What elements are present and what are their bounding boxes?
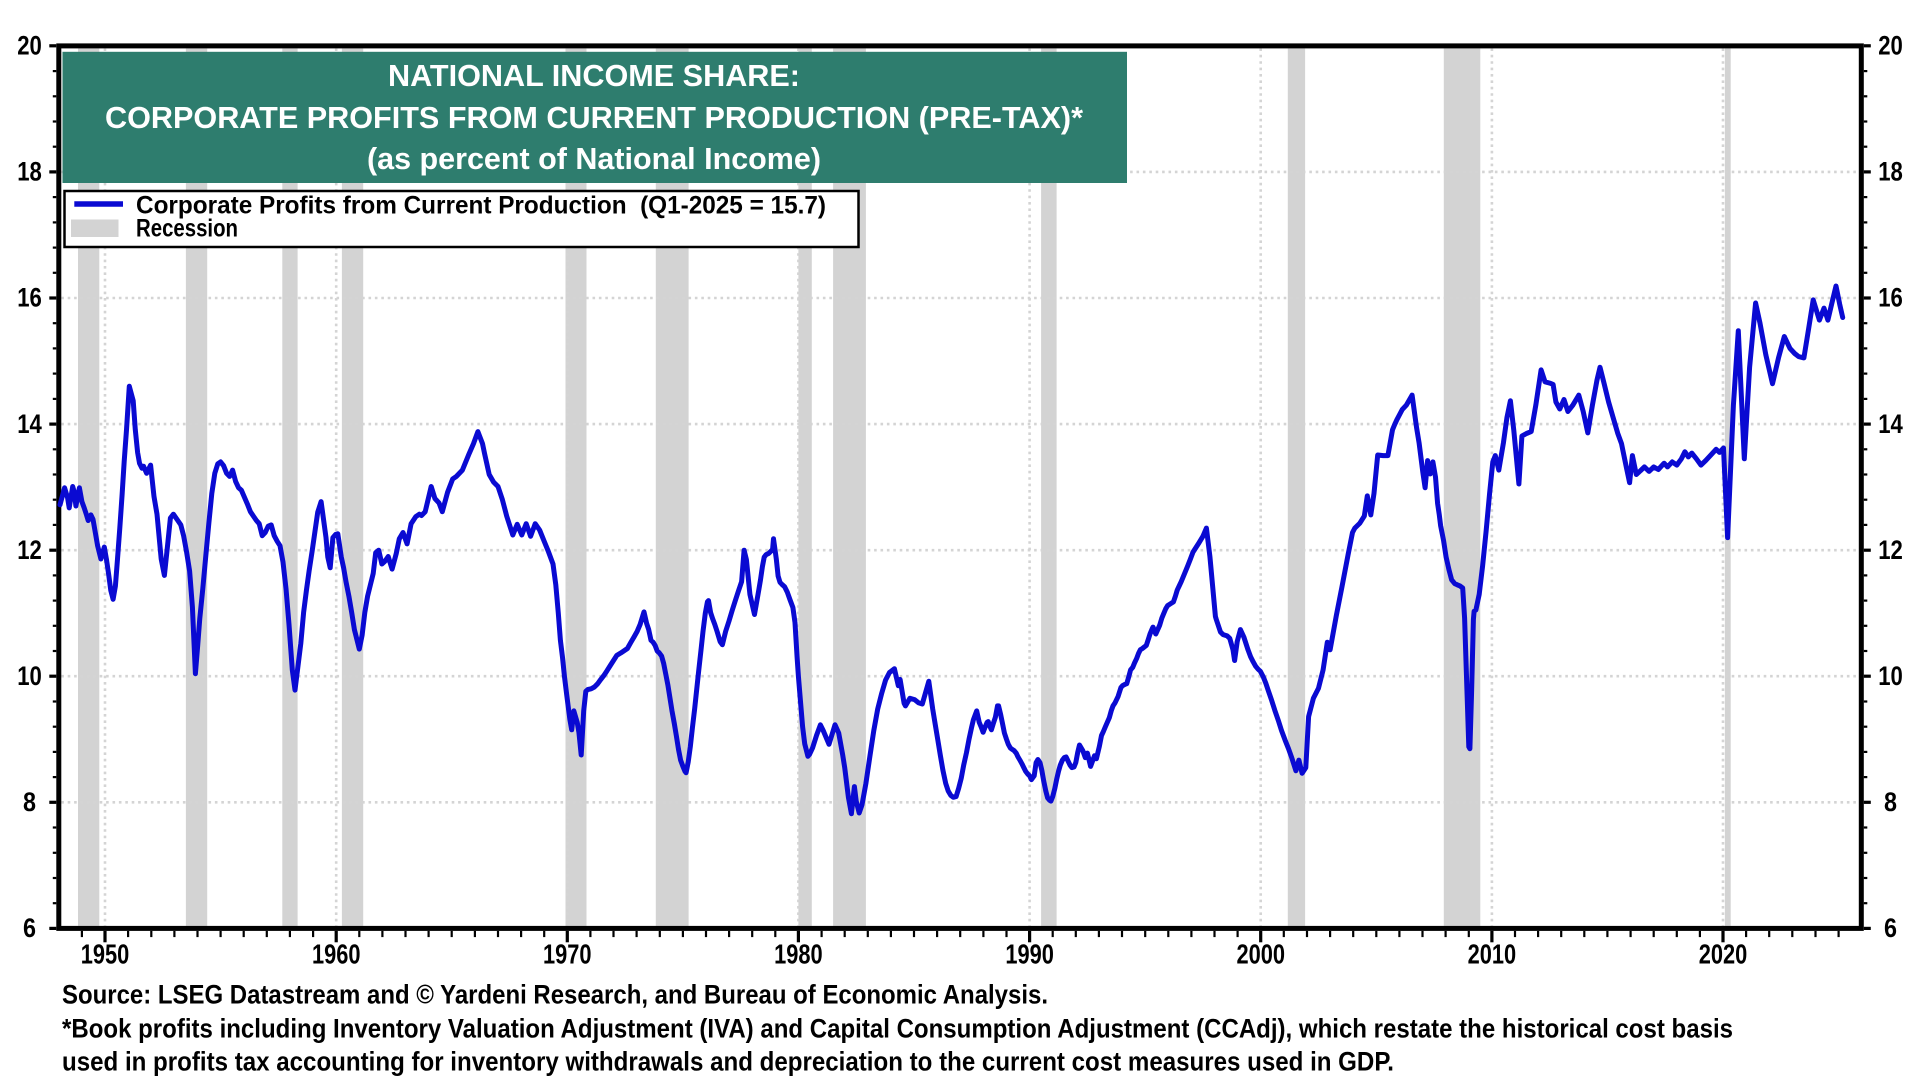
- svg-text:10: 10: [17, 661, 42, 691]
- svg-text:1990: 1990: [1005, 939, 1054, 970]
- svg-text:12: 12: [1878, 535, 1903, 565]
- svg-text:20: 20: [1878, 31, 1903, 61]
- svg-text:2010: 2010: [1468, 939, 1517, 970]
- svg-text:6: 6: [23, 913, 36, 943]
- svg-text:18: 18: [17, 157, 42, 187]
- svg-text:NATIONAL INCOME SHARE:: NATIONAL INCOME SHARE:: [388, 59, 800, 93]
- svg-text:6: 6: [1884, 913, 1897, 943]
- svg-text:16: 16: [1878, 283, 1903, 313]
- svg-text:Recession: Recession: [136, 215, 238, 243]
- svg-text:18: 18: [1878, 157, 1903, 187]
- svg-text:16: 16: [17, 283, 42, 313]
- svg-text:14: 14: [17, 409, 42, 439]
- svg-text:1950: 1950: [81, 939, 130, 970]
- svg-text:*Book profits including Invent: *Book profits including Inventory Valuat…: [62, 1014, 1733, 1044]
- svg-text:2020: 2020: [1699, 939, 1748, 970]
- svg-text:20: 20: [17, 31, 42, 61]
- svg-text:Corporate Profits from Current: Corporate Profits from Current Productio…: [136, 192, 826, 220]
- svg-text:1970: 1970: [543, 939, 592, 970]
- svg-text:used in profits tax accounting: used in profits tax accounting for inven…: [62, 1047, 1394, 1077]
- svg-text:10: 10: [1878, 661, 1903, 691]
- svg-text:(as percent of National Income: (as percent of National Income): [367, 142, 821, 176]
- svg-text:Source: LSEG Datastream and ©: Source: LSEG Datastream and © Yardeni Re…: [62, 980, 1048, 1010]
- svg-text:1960: 1960: [312, 939, 361, 970]
- svg-text:8: 8: [23, 787, 36, 817]
- svg-text:2000: 2000: [1236, 939, 1285, 970]
- svg-text:8: 8: [1884, 787, 1897, 817]
- svg-text:14: 14: [1878, 409, 1903, 439]
- svg-text:1980: 1980: [774, 939, 823, 970]
- svg-text:12: 12: [17, 535, 42, 565]
- svg-text:CORPORATE PROFITS FROM CURRENT: CORPORATE PROFITS FROM CURRENT PRODUCTIO…: [105, 101, 1083, 135]
